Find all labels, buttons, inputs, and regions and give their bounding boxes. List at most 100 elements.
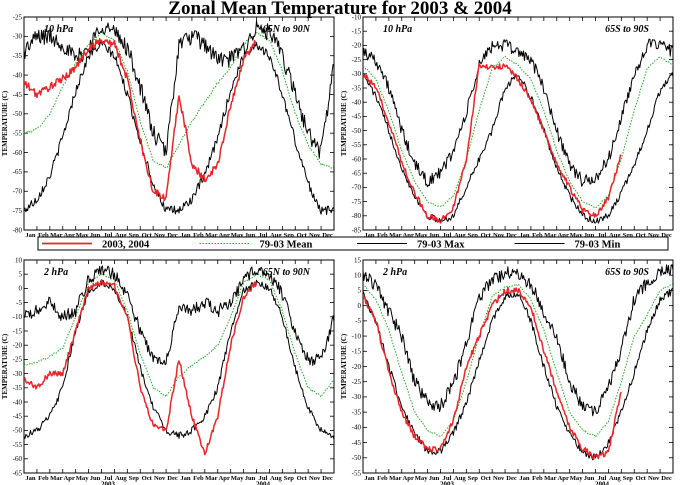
y-axis-label: TEMPERATURE (C) — [340, 333, 348, 399]
month-label: Feb — [38, 232, 49, 239]
y-tick-label: -25 — [352, 378, 362, 386]
y-tick-label: -35 — [13, 52, 23, 60]
series-line-79-03-max — [363, 38, 673, 188]
month-label: Jul — [443, 232, 452, 239]
month-label: Mar — [205, 232, 218, 239]
month-label: Apr — [558, 475, 569, 482]
month-label: Jan — [180, 475, 191, 482]
month-label: Jul — [259, 475, 268, 482]
y-tick-label: 5 — [358, 287, 362, 295]
month-label: Apr — [64, 232, 75, 239]
y-tick-label: 15 — [354, 256, 362, 264]
month-label: Sep — [623, 232, 634, 239]
month-label: Mar — [50, 232, 63, 239]
month-label: Apr — [403, 475, 414, 482]
y-tick-label: -35 — [13, 384, 23, 392]
month-label: Nov — [309, 475, 321, 482]
month-label: Dec — [322, 232, 333, 239]
y-tick-label: -60 — [352, 155, 362, 163]
legend: 2003, 2004 79-03 Mean 79-03 Max 79-03 Min — [37, 236, 669, 251]
series-line-79-03-min — [24, 279, 334, 440]
pressure-label: 2 hPa — [43, 267, 68, 278]
series-line-2003-2004 — [363, 286, 622, 461]
month-label: Jan — [364, 475, 375, 482]
month-label: May — [231, 475, 245, 482]
month-label: Jun — [245, 475, 256, 482]
month-label: Oct — [297, 232, 308, 239]
month-label: Sep — [623, 475, 634, 482]
series-line-79-03-max — [24, 265, 334, 366]
y-tick-label: -55 — [352, 141, 362, 149]
month-label: Aug — [609, 232, 621, 239]
y-tick-label: -20 — [352, 363, 362, 371]
month-label: Jan — [25, 232, 36, 239]
month-label: Oct — [142, 232, 153, 239]
y-axis-label: TEMPERATURE (C) — [1, 333, 9, 399]
chart-panel-4: -55-50-45-40-35-30-25-20-15-10-5051015TE… — [340, 256, 674, 485]
series-line-79-03-max — [24, 20, 334, 159]
y-tick-label: -65 — [13, 469, 23, 477]
month-label: Jul — [259, 232, 268, 239]
y-tick-label: -50 — [13, 110, 23, 118]
y-tick-label: -25 — [352, 56, 362, 64]
region-label: 65N to 90N — [263, 267, 311, 278]
region-label: 65N to 90N — [263, 24, 311, 35]
month-label: Feb — [38, 475, 49, 482]
series-line-79-03-min — [363, 288, 673, 461]
month-label: Feb — [193, 475, 204, 482]
y-tick-label: -45 — [352, 439, 362, 447]
y-tick-label: -75 — [13, 207, 23, 215]
month-label: May — [231, 232, 245, 239]
month-label: Apr — [219, 232, 230, 239]
month-label: Nov — [493, 232, 505, 239]
y-tick-label: -55 — [13, 129, 23, 137]
series-line-2003-2004 — [24, 279, 258, 456]
y-tick-label: -45 — [13, 413, 23, 421]
month-label: Sep — [468, 475, 479, 482]
month-label: May — [76, 475, 90, 482]
y-tick-label: -55 — [13, 441, 23, 449]
month-label: Nov — [309, 232, 321, 239]
month-label: Jul — [443, 475, 452, 482]
y-tick-label: -85 — [352, 226, 362, 234]
month-label: Jun — [584, 232, 595, 239]
series-line-79-03-min — [24, 40, 334, 216]
year-label: 2003 — [101, 481, 116, 485]
month-label: Mar — [205, 475, 218, 482]
y-tick-label: -40 — [13, 71, 23, 79]
y-tick-label: -5 — [16, 299, 22, 307]
y-tick-label: -75 — [352, 198, 362, 206]
month-label: Mar — [544, 232, 557, 239]
month-label: Jun — [429, 232, 440, 239]
chart-panel-1: -80 -75 -70 -65 -60 -55 -50 -45 -40 -35 -30 -25 TEMP… — [1, 13, 335, 246]
month-label: Sep — [284, 232, 295, 239]
plot-frame — [23, 259, 335, 474]
y-tick-label: -60 — [13, 455, 23, 463]
month-label: Mar — [389, 232, 402, 239]
y-tick-label: -50 — [352, 127, 362, 135]
y-tick-label: -55 — [352, 469, 362, 477]
region-label: 65S to 90S — [605, 267, 649, 278]
y-axis-label: TEMPERATURE (C) — [340, 90, 348, 156]
month-label: Aug — [609, 475, 621, 482]
year-label: 2004 — [256, 481, 271, 485]
y-tick-label: -50 — [13, 427, 23, 435]
month-label: Aug — [454, 232, 466, 239]
y-tick-label: -35 — [352, 408, 362, 416]
month-label: Dec — [661, 232, 672, 239]
month-label: Jul — [104, 475, 113, 482]
y-tick-label: -15 — [352, 348, 362, 356]
y-tick-label: 10 — [354, 272, 362, 280]
y-tick-label: -25 — [13, 13, 23, 21]
series-line-79-03-mean — [24, 31, 334, 170]
chart-panels: -80-75-70-65-60-55-50-45-40-35-30-25TEMP… — [1, 13, 674, 485]
y-axis-label: TEMPERATURE (C) — [1, 90, 9, 156]
month-label: Nov — [493, 475, 505, 482]
legend-box — [37, 236, 669, 251]
month-label: Feb — [377, 232, 388, 239]
month-label: Jan — [364, 232, 375, 239]
series-line-79-03-min — [363, 72, 673, 224]
month-label: Oct — [297, 475, 308, 482]
month-label: Sep — [129, 475, 140, 482]
pressure-label: 10 hPa — [44, 24, 73, 35]
